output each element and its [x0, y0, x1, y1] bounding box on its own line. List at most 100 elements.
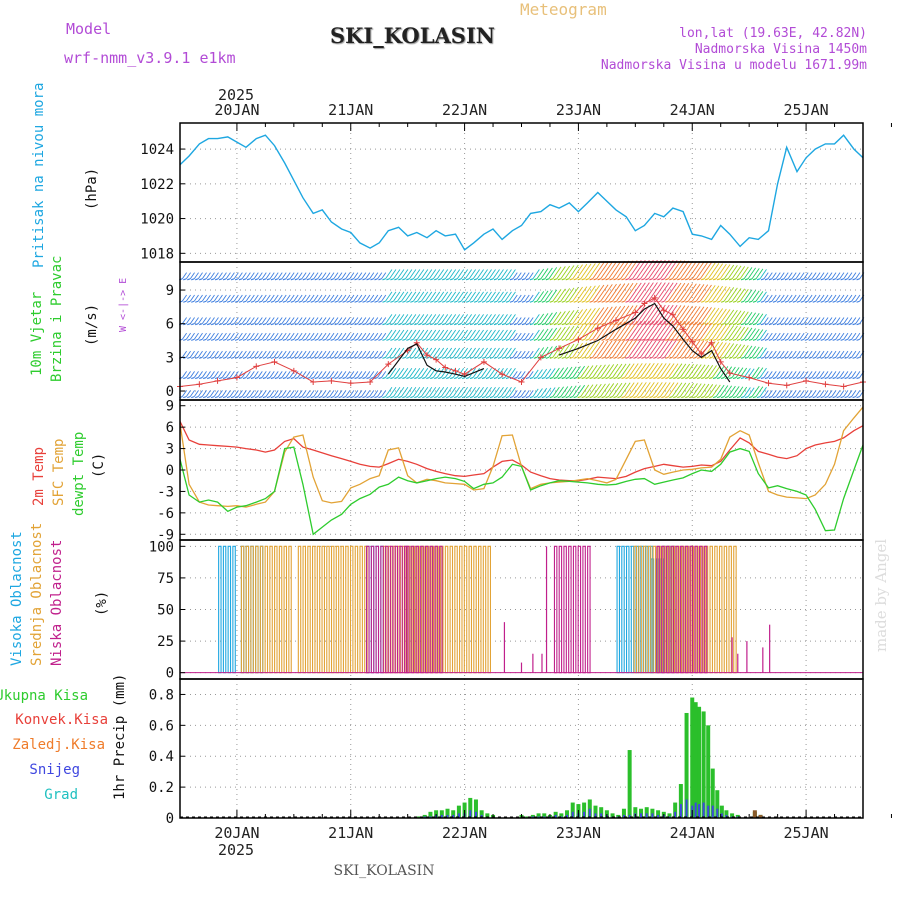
wind-barb — [776, 377, 781, 380]
wind-barb — [274, 377, 279, 380]
wind-barb-flag — [628, 260, 642, 280]
snow-bar — [600, 813, 603, 818]
wind-barb — [844, 356, 848, 359]
wind-barb — [294, 278, 298, 281]
wind-barb-flag — [401, 291, 409, 302]
wind-barb — [708, 356, 713, 359]
wind-barb — [374, 396, 378, 399]
wind-barb-flag — [807, 371, 813, 378]
wind-barb-flag — [783, 371, 789, 378]
wind-barb-flag — [381, 350, 387, 358]
wind-barb-flag — [827, 390, 833, 397]
wind-barb-flag — [209, 371, 215, 378]
wind-barb — [852, 300, 856, 303]
wind-barb-flag — [703, 364, 714, 378]
wind-barb — [581, 300, 585, 303]
wind-barb-flag — [516, 272, 522, 280]
gust-marker — [196, 381, 203, 388]
wind-barb — [418, 300, 422, 303]
wind-barb — [832, 300, 836, 303]
wind-barb-flag — [269, 390, 275, 397]
wind-barb-flag — [767, 317, 773, 324]
gust-marker — [641, 300, 648, 307]
wind-barb — [270, 377, 275, 380]
wind-barb-flag — [588, 262, 601, 280]
wind-barb-flag — [759, 386, 767, 397]
wind-barb — [195, 323, 199, 326]
wind-barb-flag — [492, 329, 500, 340]
wind-barb-flag — [424, 291, 433, 302]
wind-barb — [820, 323, 824, 326]
wind-barb-flag — [787, 294, 793, 302]
wind-barb — [661, 377, 665, 380]
gust-marker — [452, 367, 459, 374]
wind-barb-flag — [293, 350, 299, 358]
wind-barb-flag — [452, 291, 461, 302]
wind-barb-flag — [420, 387, 429, 397]
wind-barb — [728, 300, 733, 303]
wind-barb — [318, 396, 322, 399]
wind-barb — [418, 377, 422, 380]
wind-barb — [274, 356, 279, 359]
wind-barb — [410, 278, 414, 281]
wind-barb — [322, 278, 326, 281]
wind-barb-flag — [257, 272, 263, 280]
wind-barb — [382, 396, 386, 399]
gust-marker — [680, 326, 687, 333]
wind-barb — [402, 356, 406, 359]
wind-barb-flag — [357, 371, 363, 378]
wind-barb-flag — [855, 350, 861, 358]
wind-barb — [836, 396, 840, 399]
wind-barb-flag — [799, 371, 805, 378]
pressure-label-1: Pritisak na nivou mora — [31, 83, 47, 268]
wind-barb-flag — [205, 272, 211, 280]
wind-barb-flag — [520, 272, 526, 280]
wind-barb — [509, 300, 514, 303]
gust-marker — [310, 379, 317, 386]
wind-barb-flag — [671, 260, 686, 280]
wind-barb-flag — [249, 371, 255, 378]
wind-barb — [294, 300, 298, 303]
wind-barb-flag — [369, 350, 375, 358]
wind-barb — [549, 377, 553, 380]
wind-barb-flag — [835, 317, 841, 324]
wind-barb — [669, 300, 673, 303]
wind-barb-flag — [775, 272, 781, 280]
wind-barb — [481, 396, 486, 399]
wind-barb — [330, 323, 334, 326]
wind-barb-flag — [209, 332, 215, 340]
wind-barb-flag — [460, 329, 469, 340]
wind-barb-flag — [345, 317, 351, 324]
wind-barb-flag — [592, 340, 605, 358]
wind-barb — [553, 338, 557, 341]
snow-bar — [457, 813, 460, 818]
wind-barb-flag — [648, 304, 662, 324]
wind-barb — [705, 278, 709, 281]
wind-barb — [760, 377, 765, 380]
wind-barb-flag — [285, 294, 291, 302]
wind-barb-flag — [361, 390, 367, 397]
wind-barb-flag — [831, 272, 837, 280]
wind-barb-flag — [532, 269, 540, 280]
wind-barb-flag — [667, 282, 682, 302]
wind-barb — [370, 396, 374, 399]
wind-barb — [270, 356, 275, 359]
gust-marker — [669, 311, 676, 318]
wind-barb-flag — [843, 350, 849, 358]
snow-bar — [622, 814, 625, 818]
wind-barb — [422, 323, 426, 326]
wind-barb — [434, 323, 438, 326]
wind-barb — [318, 377, 322, 380]
wind-barb — [768, 338, 773, 341]
wind-barb — [214, 278, 219, 281]
wind-barb-flag — [277, 332, 283, 340]
snow-bar — [480, 814, 483, 818]
wind-barb — [804, 323, 808, 326]
wind-barb — [553, 356, 557, 359]
wind-barb-flag — [325, 272, 331, 280]
wind-barb-flag — [460, 347, 469, 358]
wind-barb-flag — [608, 261, 622, 280]
wind-barb-flag — [305, 272, 311, 280]
wind-barb-flag — [699, 364, 710, 378]
wind-barb-flag — [508, 269, 516, 280]
